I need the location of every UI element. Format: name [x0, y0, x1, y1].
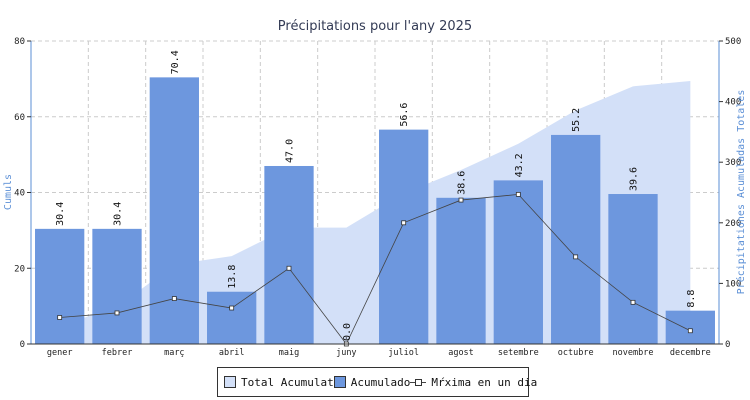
bar-novembre — [608, 194, 658, 344]
bar-maig — [264, 165, 314, 344]
bar-febrer — [92, 228, 142, 344]
max-point-agost — [458, 197, 464, 203]
max-point-gener — [57, 315, 63, 320]
data-label-decembre: 8.8 — [686, 290, 697, 308]
x-tick-label-juny: juny — [336, 348, 356, 358]
y-left-tick-label: 60 — [14, 113, 25, 123]
legend-item-max: Mŕxima en un dia — [410, 376, 537, 389]
legend-label-max: Mŕxima en un dia — [431, 375, 538, 389]
max-point-setembre — [515, 191, 521, 197]
bar-juliol — [379, 129, 429, 344]
x-tick-label-gener: gener — [47, 348, 73, 358]
bar-març — [149, 77, 199, 345]
data-label-novembre: 39.6 — [629, 167, 640, 191]
y-axis-right-label: Précipitationes Acumuladas Totales — [735, 90, 747, 295]
y-left-tick-label: 20 — [14, 264, 25, 274]
legend-item-total: Total Acumulat — [224, 376, 334, 389]
x-tick-label-agost: agost — [448, 348, 474, 358]
data-label-setembre: 43.2 — [514, 153, 525, 177]
y-right-tick-label: 200 — [725, 219, 741, 229]
max-point-novembre — [630, 299, 636, 305]
legend-label-acumulado: Acumulado — [350, 375, 411, 389]
x-tick-label-novembre: novembre — [613, 348, 654, 358]
x-tick-label-decembre: decembre — [670, 348, 711, 358]
chart-title: Précipitations pour l'any 2025 — [278, 19, 472, 34]
legend-item-acumulado: Acumulado — [333, 375, 411, 389]
bar-setembre — [493, 180, 543, 344]
bar-decembre — [665, 310, 715, 344]
max-line — [59, 193, 691, 345]
bar-octubre — [551, 134, 601, 344]
y-left-tick-label: 80 — [14, 37, 25, 47]
x-tick-label-març: març — [164, 348, 184, 358]
max-point-maig — [286, 265, 292, 271]
data-label-gener: 30.4 — [55, 202, 66, 226]
max-point-abril — [229, 305, 235, 311]
y-right-tick-label: 300 — [725, 158, 741, 168]
max-point-febrer — [114, 310, 120, 316]
x-tick-label-abril: abril — [219, 348, 245, 358]
data-label-febrer: 30.4 — [113, 202, 124, 226]
data-label-març: 70.4 — [170, 50, 181, 74]
x-tick-label-setembre: setembre — [498, 348, 539, 358]
data-label-octubre: 55.2 — [571, 108, 582, 132]
data-labels: 30.4 30.4 70.4 13.8 47.0 0.0 56.6 38.6 43.2 55.2 3… — [55, 50, 697, 341]
data-label-abril: 13.8 — [227, 265, 238, 289]
x-tick-label-juliol: juliol — [388, 348, 419, 358]
legend-swatch-max — [410, 377, 427, 387]
bar-agost — [436, 197, 486, 344]
max-point-juliol — [401, 220, 407, 226]
bar-abril — [207, 291, 257, 344]
max-line-series — [57, 191, 693, 347]
bar-series — [35, 77, 715, 345]
legend-swatch-acumulado — [333, 376, 346, 388]
bar-gener — [35, 228, 85, 344]
axes: 0 20 40 60 80 0 100 200 300 400 500 gener febrer març… — [14, 37, 741, 358]
y-right-tick-label: 500 — [725, 37, 741, 47]
x-tick-label-febrer: febrer — [102, 348, 133, 358]
max-point-octubre — [573, 254, 579, 260]
max-point-març — [171, 296, 177, 301]
data-label-juny: 0.0 — [342, 323, 353, 341]
y-right-tick-label: 400 — [725, 98, 741, 108]
max-point-decembre — [687, 328, 693, 334]
y-left-tick-label: 40 — [14, 189, 25, 199]
y-right-tick-label: 100 — [725, 279, 741, 289]
x-tick-label-maig: maig — [279, 348, 299, 358]
y-axis-left-label: Cumuls — [3, 174, 14, 210]
legend: Total Acumulat Acumulado Mŕxima en un di… — [217, 367, 537, 397]
data-label-juliol: 56.6 — [399, 103, 410, 127]
y-right-tick-label: 0 — [725, 340, 730, 350]
legend-label-total: Total Acumulat — [241, 375, 334, 389]
data-label-maig: 47.0 — [285, 139, 296, 163]
y-left-tick-label: 0 — [20, 340, 25, 350]
x-tick-label-octubre: octubre — [558, 348, 594, 358]
data-label-agost: 38.6 — [457, 171, 468, 195]
legend-swatch-total — [224, 376, 236, 388]
